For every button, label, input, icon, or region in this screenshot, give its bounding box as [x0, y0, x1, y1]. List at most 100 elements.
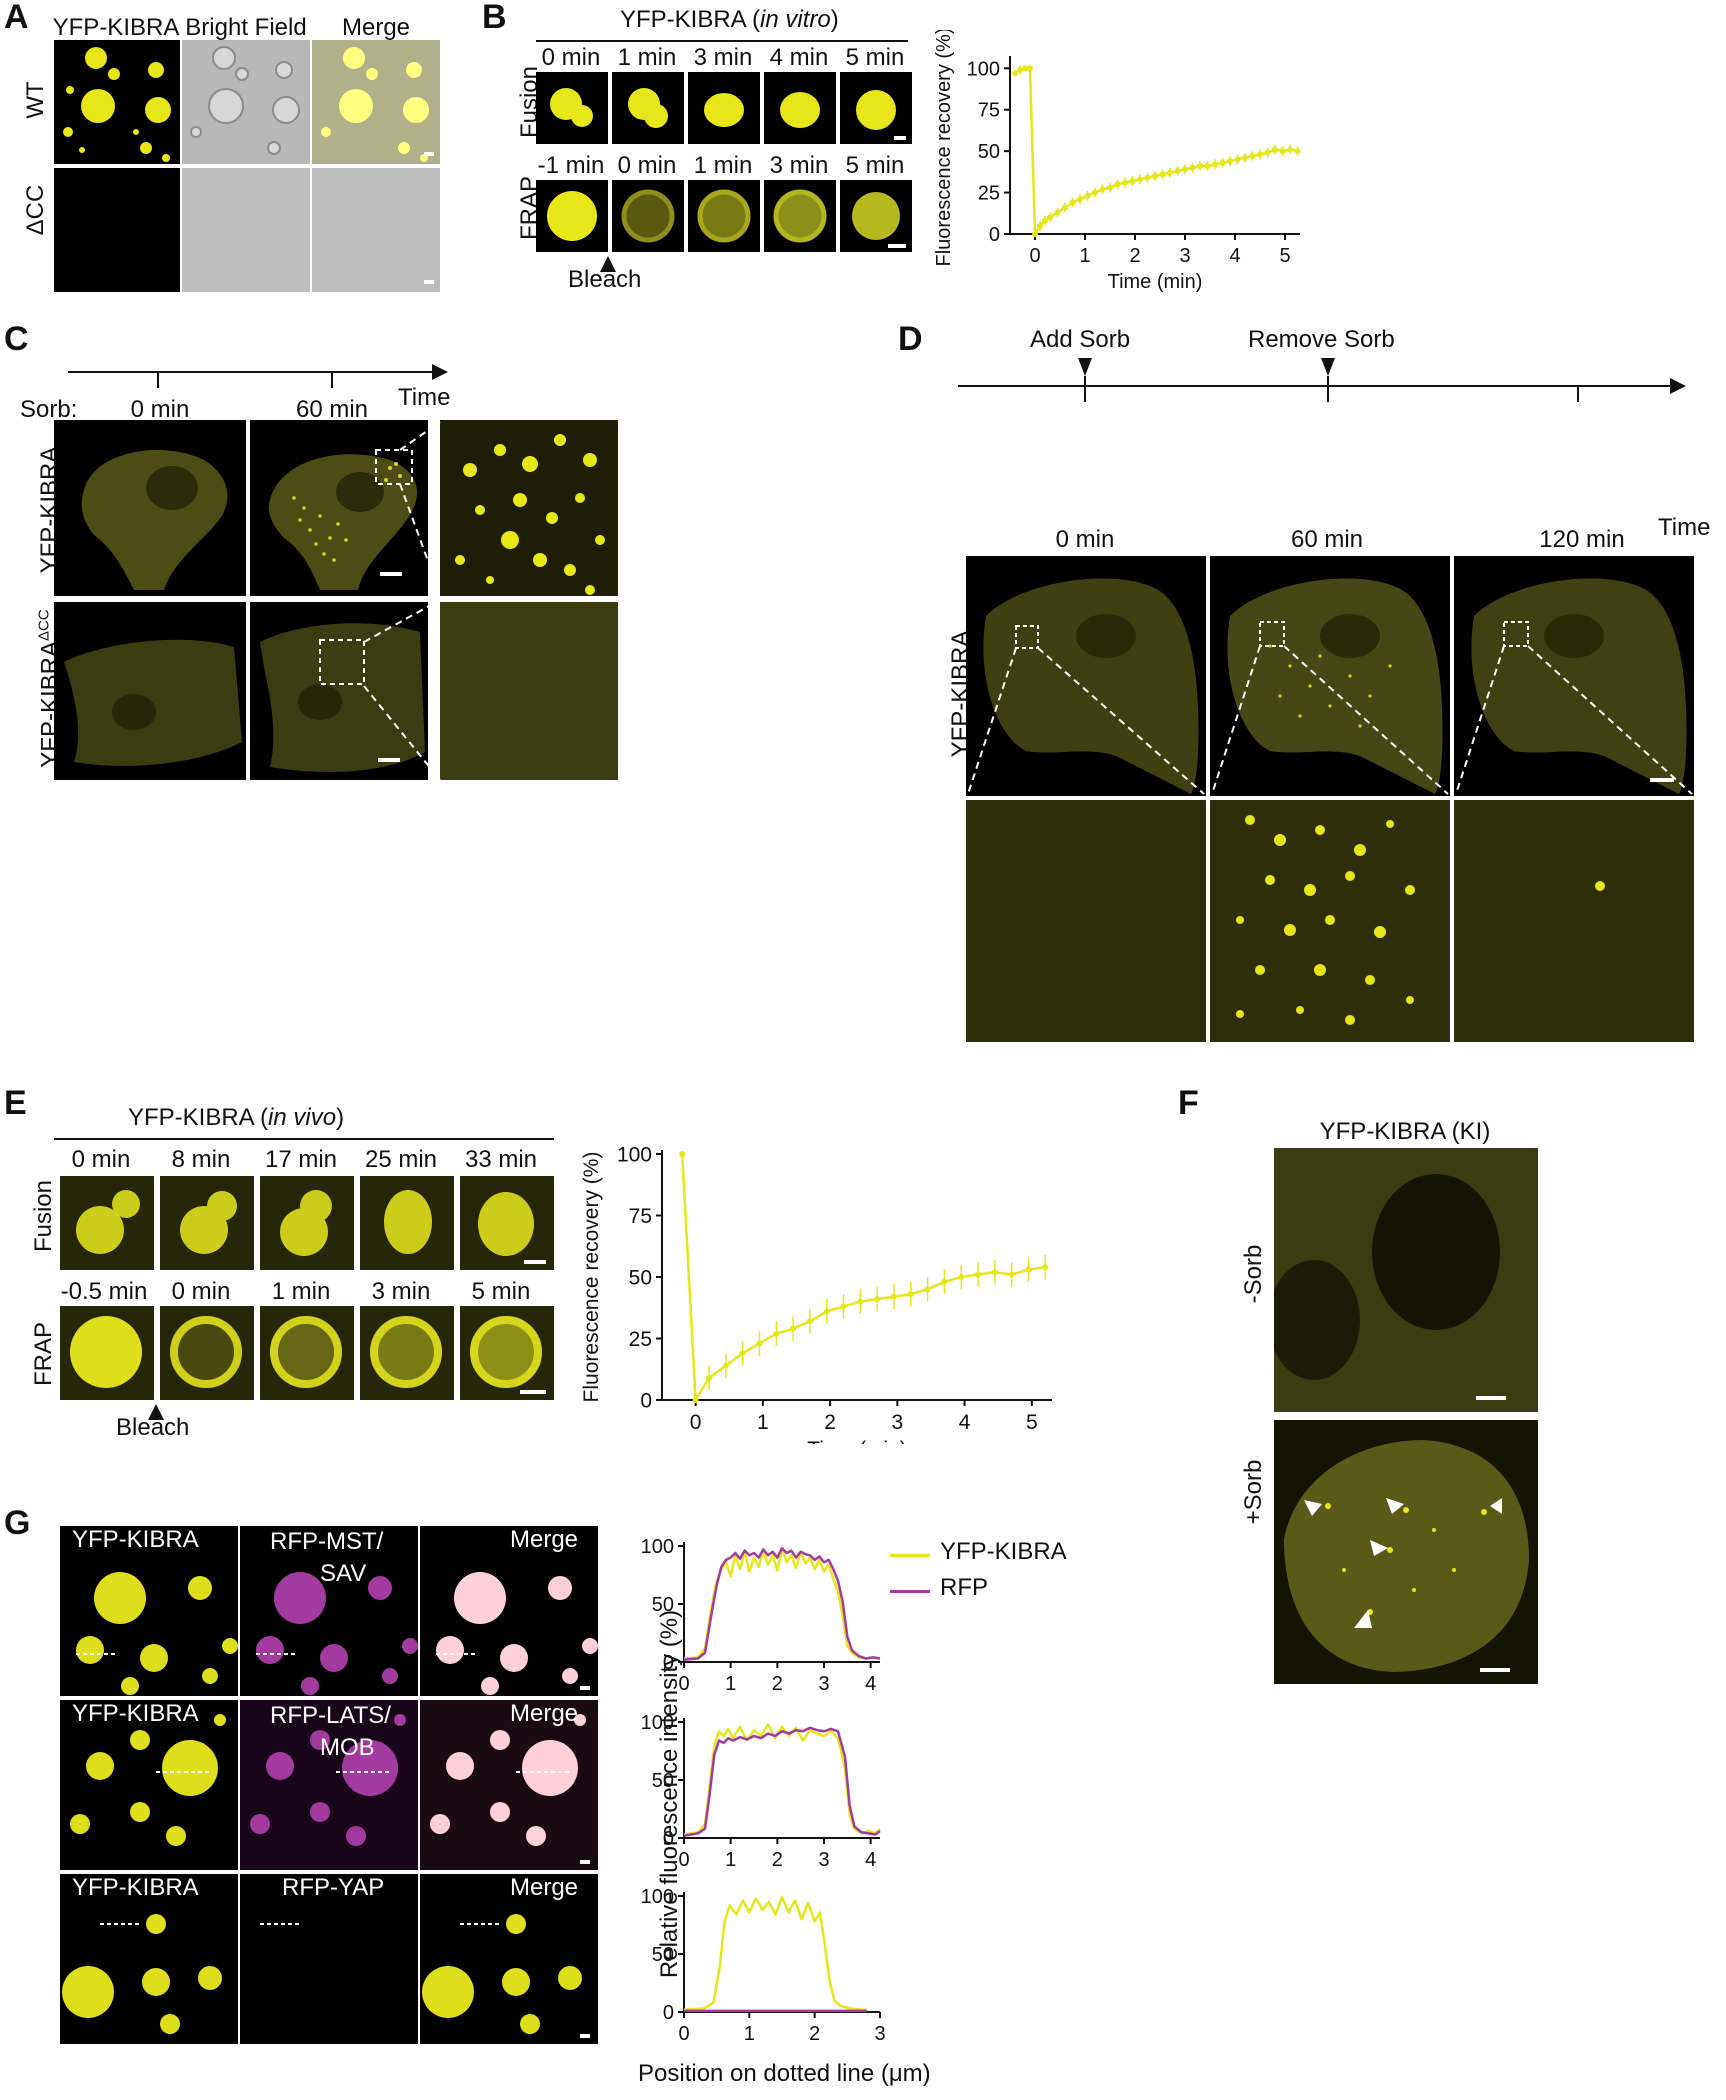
panel-c-wt-zoom-image: [440, 420, 618, 596]
x-tick-label: 1: [725, 1849, 736, 1871]
x-tick-label: 3: [818, 1673, 829, 1695]
panel-d-time-0: 0 min: [1055, 526, 1115, 553]
panel-d-0min-cell-image: [966, 556, 1206, 796]
scale-bar: [520, 1390, 546, 1394]
x-tick-label: 4: [959, 1411, 971, 1434]
panel-g-legend-yfp: YFP-KIBRA: [940, 1538, 1067, 1565]
panel-d-time-60: 60 min: [1290, 526, 1364, 553]
panel-c-sorb-label: Sorb:: [20, 396, 78, 423]
panel-g-r2-c3-label: Merge: [510, 1700, 579, 1727]
panel-g-legend-rfp-swatch: [890, 1590, 930, 1593]
panel-b-frap-time-2: 1 min: [693, 152, 753, 179]
panel-a-wt-bf-image: [182, 40, 310, 164]
y-tick-label: 50: [978, 141, 1000, 163]
y-tick-label: 100: [641, 1712, 674, 1734]
x-tick-label: 0: [690, 1411, 702, 1434]
panel-e-frap-time-1: 0 min: [171, 1278, 231, 1305]
panel-g-r3-merge-image: Merge: [420, 1874, 598, 2044]
panel-f-label: F: [1178, 1084, 1199, 1122]
panel-f-row-plus-sorb: +Sorb: [1240, 1459, 1267, 1525]
panel-g-r2-rfp-image: RFP-LATS/MOB: [240, 1700, 418, 1870]
panel-c-wt-zoom-lines: [399, 421, 441, 595]
panel-e-bleach-arrowhead: [148, 1404, 164, 1420]
panel-c-time-0: 0 min: [130, 396, 190, 423]
x-tick-label: 2: [809, 2023, 820, 2045]
panel-b-frap-image-0: [536, 180, 608, 252]
series-line: [683, 1726, 881, 1837]
x-tick-label: 2: [824, 1411, 836, 1434]
panel-b-title: YFP-KIBRA (in vitro): [620, 6, 839, 33]
y-tick-label: 50: [652, 1944, 674, 1966]
y-tick-label: 100: [641, 1886, 674, 1908]
scale-bar: [424, 152, 434, 156]
panel-e-fusion-time-0: 0 min: [71, 1146, 131, 1173]
panel-c-dcc-zoom-lines: [363, 599, 441, 781]
series-line: [683, 1723, 881, 1836]
x-tick-label: 0: [678, 1849, 689, 1871]
panel-a-wt-yfp-image: [54, 40, 180, 164]
panel-e-frap-time-2: 1 min: [271, 1278, 331, 1305]
scale-bar: [888, 244, 906, 248]
panel-d-60min-cell-image: [1210, 556, 1450, 796]
panel-d-timeline: [958, 358, 1686, 402]
panel-c-dcc-60min-image: [250, 602, 428, 780]
panel-g-mst-profile-chart: 0 50 100 0 1 2 3 4: [641, 1536, 881, 1695]
y-tick-label: 0: [640, 1389, 652, 1412]
y-tick-label: 0: [663, 1828, 674, 1850]
panel-b-fusion-image-1: [612, 72, 684, 144]
panel-g-r1-c2-label: RFP-MST/SAV: [270, 1528, 384, 1587]
panel-e-frap-image-4: [460, 1306, 554, 1400]
y-tick-label: 50: [652, 1594, 674, 1616]
panel-b-fusion-time-2: 3 min: [693, 44, 753, 71]
series-line: [683, 1895, 867, 2011]
panel-e-frap-chart: 0 25 50 75 100 0 1 2 3 4 5 Fluorescence recovery (%…: [580, 1143, 1052, 1444]
panel-e-frap-image-0: [60, 1306, 154, 1400]
panel-b-frap-time-3: 3 min: [769, 152, 829, 179]
panel-d-time-axis-label: Time: [1658, 514, 1711, 541]
panel-e-fusion-image-1: [160, 1176, 254, 1270]
panel-d-0min-zoom-image: [966, 800, 1206, 1042]
panel-b-fusion-time-0: 0 min: [541, 44, 601, 71]
panel-b-frap-time-0: -1 min: [537, 152, 605, 179]
panel-g-r3-yfp-image: YFP-KIBRA: [60, 1874, 238, 2044]
panel-b-fusion-image-0: [536, 72, 608, 144]
panel-e-frap-label: FRAP: [30, 1322, 57, 1387]
panel-b-frap-time-4: 5 min: [845, 152, 905, 179]
panel-e-frap-image-3: [360, 1306, 454, 1400]
x-tick-label: 1: [744, 2023, 755, 2045]
panel-e-label: E: [4, 1084, 27, 1122]
panel-e-fusion-time-1: 8 min: [171, 1146, 231, 1173]
panel-b-frap-image-1: [612, 180, 684, 252]
scale-bar: [524, 1260, 546, 1264]
panel-c-dcc-0min-image: [54, 602, 246, 780]
panel-d-time-120: 120 min: [1539, 526, 1625, 553]
x-tick-label: 4: [865, 1849, 876, 1871]
panel-e-title: YFP-KIBRA (in vivo): [128, 1104, 345, 1131]
panel-g-r2-c2-label: RFP-LATS/MOB: [270, 1702, 391, 1761]
panel-g-r3-c3-label: Merge: [510, 1874, 579, 1901]
panel-b-fusion-time-3: 4 min: [769, 44, 829, 71]
x-tick-label: 4: [865, 1673, 876, 1695]
panel-d-event-add-sorb: Add Sorb: [1030, 326, 1131, 353]
data-point: [679, 1151, 686, 1157]
panel-b-frap-time-1: 0 min: [617, 152, 677, 179]
panel-a-col-yfp: YFP-KIBRA: [52, 14, 180, 41]
panel-d-120min-cell-image: [1454, 556, 1694, 796]
panel-e-fusion-image-4: [460, 1176, 554, 1270]
panel-b-fusion-image-2: [688, 72, 760, 144]
panel-g-r2-c1-label: YFP-KIBRA: [72, 1700, 199, 1727]
x-axis-label: Time (min): [1108, 271, 1203, 292]
panel-g-r3-c2-label: RFP-YAP: [282, 1874, 385, 1901]
y-tick-label: 50: [652, 1770, 674, 1792]
panel-b-title-rule: [536, 40, 908, 42]
series-line: [683, 1547, 881, 1660]
panel-c-wt-0min-image: [54, 420, 246, 596]
panel-a-label: A: [4, 0, 29, 36]
x-tick-label: 3: [892, 1411, 904, 1434]
panel-e-fusion-image-2: [260, 1176, 354, 1270]
panel-b-bleach-arrowhead: [600, 256, 616, 272]
data-point: [1012, 70, 1018, 77]
panel-a-dcc-bf-image: [182, 168, 310, 292]
panel-g-r1-c3-label: Merge: [510, 1526, 579, 1553]
panel-e-fusion-time-4: 33 min: [464, 1146, 538, 1173]
